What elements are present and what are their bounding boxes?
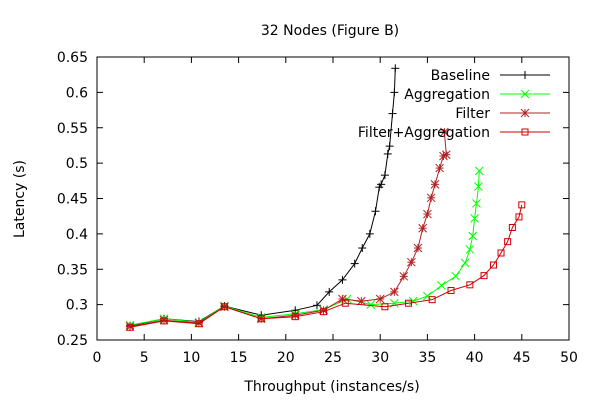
data-point bbox=[466, 281, 474, 289]
data-point bbox=[468, 231, 478, 241]
series-filter-aggregation bbox=[126, 201, 526, 331]
data-point bbox=[460, 258, 470, 268]
data-point bbox=[366, 300, 376, 309]
data-point bbox=[440, 127, 449, 137]
legend-label: Filter+Aggregation bbox=[358, 125, 490, 141]
data-point bbox=[356, 296, 366, 306]
x-tick-label: 25 bbox=[324, 350, 342, 366]
data-point bbox=[385, 142, 394, 151]
data-point bbox=[437, 281, 446, 290]
data-point bbox=[441, 150, 451, 159]
x-tick-label: 15 bbox=[230, 350, 248, 366]
data-point bbox=[390, 287, 399, 297]
series-line bbox=[129, 204, 523, 328]
data-point bbox=[408, 296, 418, 306]
x-tick-label: 0 bbox=[93, 350, 102, 366]
y-tick-label: 0.35 bbox=[57, 262, 88, 278]
ticks-layer: 0 5 10 15 20 25 30 35 40 45 50 0.25 0.3 0.35 0.4 0.45 0.… bbox=[57, 50, 578, 366]
legend-label: Filter bbox=[455, 106, 490, 122]
x-tick-label: 45 bbox=[513, 350, 531, 366]
y-tick-label: 0.25 bbox=[57, 333, 88, 349]
y-tick-label: 0.4 bbox=[66, 227, 88, 243]
y-tick-label: 0.45 bbox=[57, 192, 88, 208]
data-point bbox=[160, 317, 168, 325]
legend-label: Baseline bbox=[431, 68, 490, 84]
data-point bbox=[399, 271, 409, 281]
data-point bbox=[465, 245, 475, 254]
data-point bbox=[515, 213, 523, 221]
data-point bbox=[291, 313, 299, 321]
data-point bbox=[423, 291, 432, 301]
data-point bbox=[405, 299, 413, 307]
legend-marker bbox=[521, 71, 529, 79]
data-point bbox=[312, 301, 321, 310]
data-point bbox=[451, 271, 461, 281]
x-tick-label: 5 bbox=[140, 350, 149, 366]
data-point bbox=[474, 182, 483, 191]
data-point bbox=[418, 223, 428, 233]
data-point bbox=[350, 259, 359, 268]
data-point bbox=[497, 249, 505, 257]
data-point bbox=[388, 109, 397, 118]
data-point bbox=[508, 224, 516, 232]
data-point bbox=[375, 294, 385, 304]
y-tick-label: 0.55 bbox=[57, 121, 88, 137]
chart-title: 32 Nodes (Figure B) bbox=[261, 23, 399, 39]
data-point bbox=[423, 209, 432, 219]
x-tick-label: 50 bbox=[560, 350, 578, 366]
data-point bbox=[126, 323, 134, 331]
data-point bbox=[504, 238, 512, 246]
data-point bbox=[480, 272, 488, 280]
data-point bbox=[390, 88, 399, 97]
x-tick-label: 20 bbox=[277, 350, 295, 366]
y-tick-label: 0.3 bbox=[66, 298, 88, 314]
data-point bbox=[447, 286, 455, 294]
data-point bbox=[472, 199, 481, 208]
legend-marker bbox=[520, 108, 530, 118]
data-point bbox=[365, 229, 374, 238]
x-axis-label: Throughput (instances/s) bbox=[243, 379, 419, 395]
data-point bbox=[377, 180, 386, 189]
data-point bbox=[406, 257, 416, 267]
data-point bbox=[430, 179, 440, 189]
data-point bbox=[358, 244, 367, 253]
data-point bbox=[341, 299, 349, 307]
y-tick-label: 0.65 bbox=[57, 50, 88, 66]
x-tick-label: 10 bbox=[182, 350, 200, 366]
data-point bbox=[338, 294, 347, 304]
legend-marker bbox=[521, 128, 529, 136]
y-axis-label: Latency (s) bbox=[12, 160, 28, 238]
data-point bbox=[470, 213, 479, 223]
data-point bbox=[195, 320, 203, 328]
data-point bbox=[435, 163, 445, 173]
data-point bbox=[220, 303, 228, 311]
x-tick-label: 40 bbox=[466, 350, 484, 366]
data-point bbox=[518, 201, 526, 209]
data-point bbox=[391, 64, 400, 73]
legend-label: Aggregation bbox=[404, 87, 490, 103]
data-point bbox=[381, 303, 389, 311]
legend-marker bbox=[520, 89, 530, 99]
data-point bbox=[257, 315, 265, 323]
data-point bbox=[325, 287, 334, 296]
data-point bbox=[371, 207, 380, 216]
data-point bbox=[413, 243, 423, 253]
data-point bbox=[426, 193, 436, 203]
data-point bbox=[474, 166, 484, 176]
series-layer bbox=[125, 64, 526, 331]
data-point bbox=[489, 261, 497, 269]
data-point bbox=[338, 275, 347, 284]
legend: Baseline Aggregation Filter Filter+Aggregat… bbox=[358, 68, 550, 141]
data-point bbox=[320, 308, 328, 316]
data-point bbox=[428, 296, 436, 304]
y-tick-label: 0.5 bbox=[66, 156, 88, 172]
data-point bbox=[380, 171, 389, 180]
x-tick-label: 35 bbox=[418, 350, 436, 366]
x-tick-label: 30 bbox=[371, 350, 389, 366]
data-point bbox=[383, 149, 392, 158]
y-tick-label: 0.6 bbox=[66, 85, 88, 101]
